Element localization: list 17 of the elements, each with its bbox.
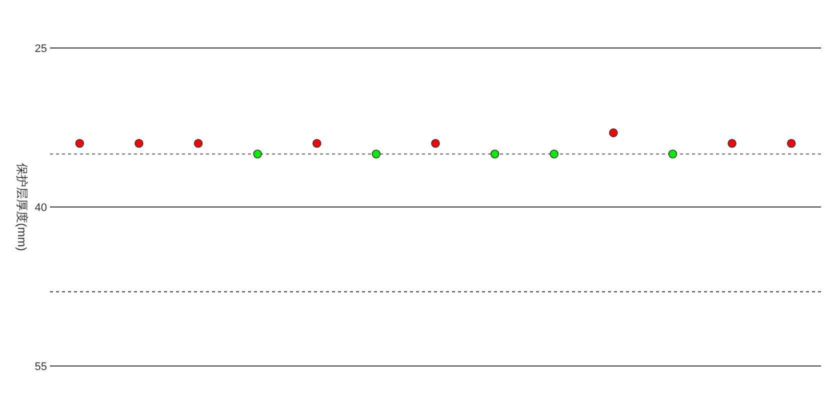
point <box>490 150 500 158</box>
point <box>75 139 84 148</box>
point <box>609 128 618 138</box>
point <box>312 139 322 148</box>
point <box>253 150 262 158</box>
y-tick-label: 40 <box>34 202 47 214</box>
y-tick-label: 55 <box>34 360 47 373</box>
y-tick-label: 25 <box>34 42 47 55</box>
point <box>431 139 440 148</box>
point <box>728 139 736 148</box>
point <box>134 139 144 148</box>
point <box>786 139 796 148</box>
point <box>372 150 381 158</box>
point <box>668 150 678 158</box>
y-axis-title: 保护层厚度(mm) <box>15 163 29 251</box>
point <box>550 150 559 158</box>
point <box>194 139 203 148</box>
